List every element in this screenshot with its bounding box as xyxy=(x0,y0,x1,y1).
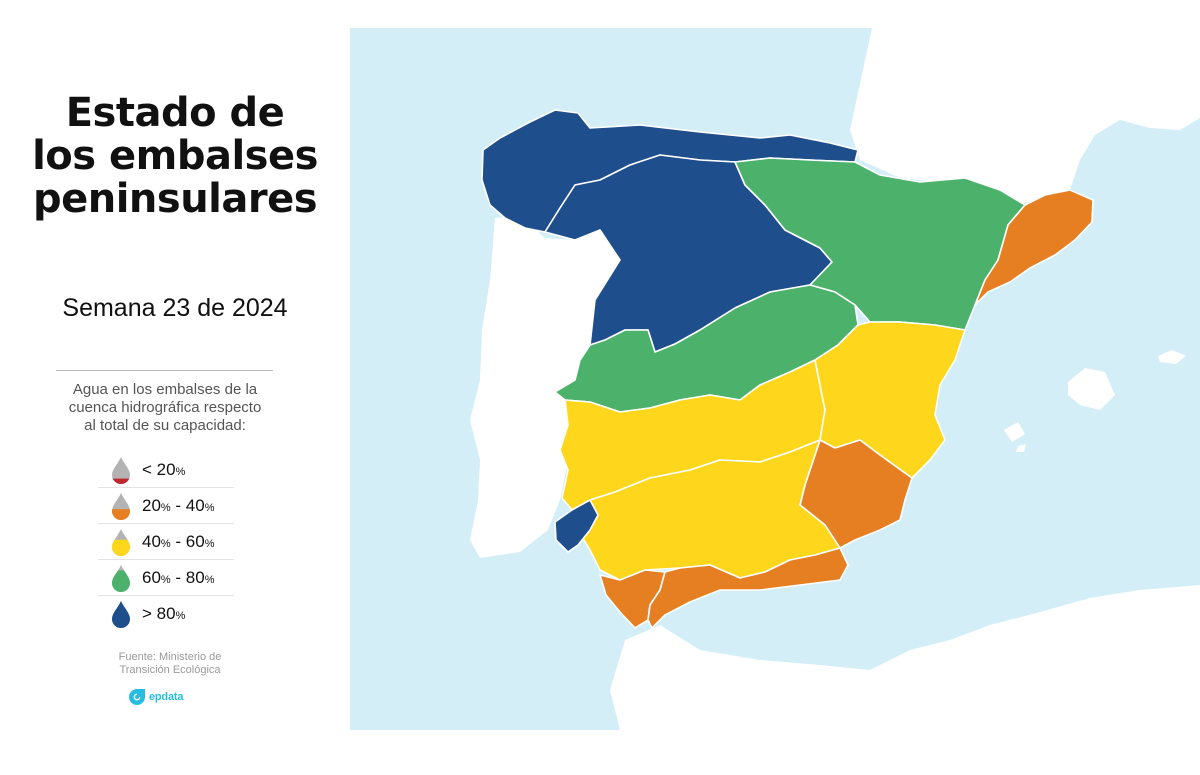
legend-label: 20% - 40% xyxy=(142,495,215,515)
legend-row: 40% - 60% xyxy=(98,524,234,560)
source-line: Transición Ecológica xyxy=(119,664,221,676)
title-line: peninsulares xyxy=(32,176,318,222)
legend-label: 60% - 80% xyxy=(142,567,215,587)
basin-cuencas-internas-cataluna xyxy=(974,189,1094,306)
drop-icon xyxy=(112,456,130,484)
brand-name: epdata xyxy=(149,691,184,703)
legend-title-line: cuenca hidrográfica respecto xyxy=(68,399,262,416)
title-line: Estado de xyxy=(65,90,285,136)
source-line: Fuente: Ministerio de xyxy=(118,651,222,663)
drop-icon xyxy=(112,528,130,556)
map-canvas xyxy=(350,28,1200,730)
title-line: los embalses xyxy=(32,133,318,179)
basin-tinto-odiel-piedras xyxy=(554,499,599,553)
france-land xyxy=(850,28,1200,205)
legend-label: 40% - 60% xyxy=(142,531,215,551)
legend: < 20% 20% - 40% 40% - 60% 60% - 80% > 80% xyxy=(98,452,234,631)
spain-map xyxy=(350,28,1200,730)
basins-layer xyxy=(481,109,1094,629)
drop-icon xyxy=(112,564,130,592)
africa-land xyxy=(610,585,1200,730)
basin-cuenca-mediterranea-andaluza xyxy=(647,547,849,629)
divider xyxy=(56,370,273,371)
portugal-land xyxy=(470,215,620,558)
legend-row: < 20% xyxy=(98,452,234,488)
legend-row: 60% - 80% xyxy=(98,560,234,596)
epdata-logo-icon xyxy=(129,689,145,705)
legend-label: < 20% xyxy=(142,459,186,479)
mallorca-island xyxy=(1068,368,1115,410)
formentera-island xyxy=(1016,444,1026,452)
drop-icon xyxy=(112,600,130,628)
left-panel: Estado de los embalses peninsulares Sema… xyxy=(0,0,345,775)
legend-title: Agua en los embalses de la cuenca hidrog… xyxy=(55,381,275,435)
page-title: Estado de los embalses peninsulares xyxy=(20,92,330,221)
basin-ebro xyxy=(734,157,1026,331)
drop-icon xyxy=(112,492,130,520)
legend-label: > 80% xyxy=(142,603,186,623)
legend-row: 20% - 40% xyxy=(98,488,234,524)
brand-logo: epdata xyxy=(128,688,183,706)
legend-title-line: al total de su capacidad: xyxy=(84,417,246,434)
source-note: Fuente: Ministerio de Transición Ecológi… xyxy=(60,651,280,677)
page-subtitle: Semana 23 de 2024 xyxy=(62,294,288,322)
ibiza-island xyxy=(1004,422,1025,442)
menorca-island xyxy=(1158,350,1186,364)
legend-title-line: Agua en los embalses de la xyxy=(72,381,258,398)
legend-row: > 80% xyxy=(98,596,234,631)
